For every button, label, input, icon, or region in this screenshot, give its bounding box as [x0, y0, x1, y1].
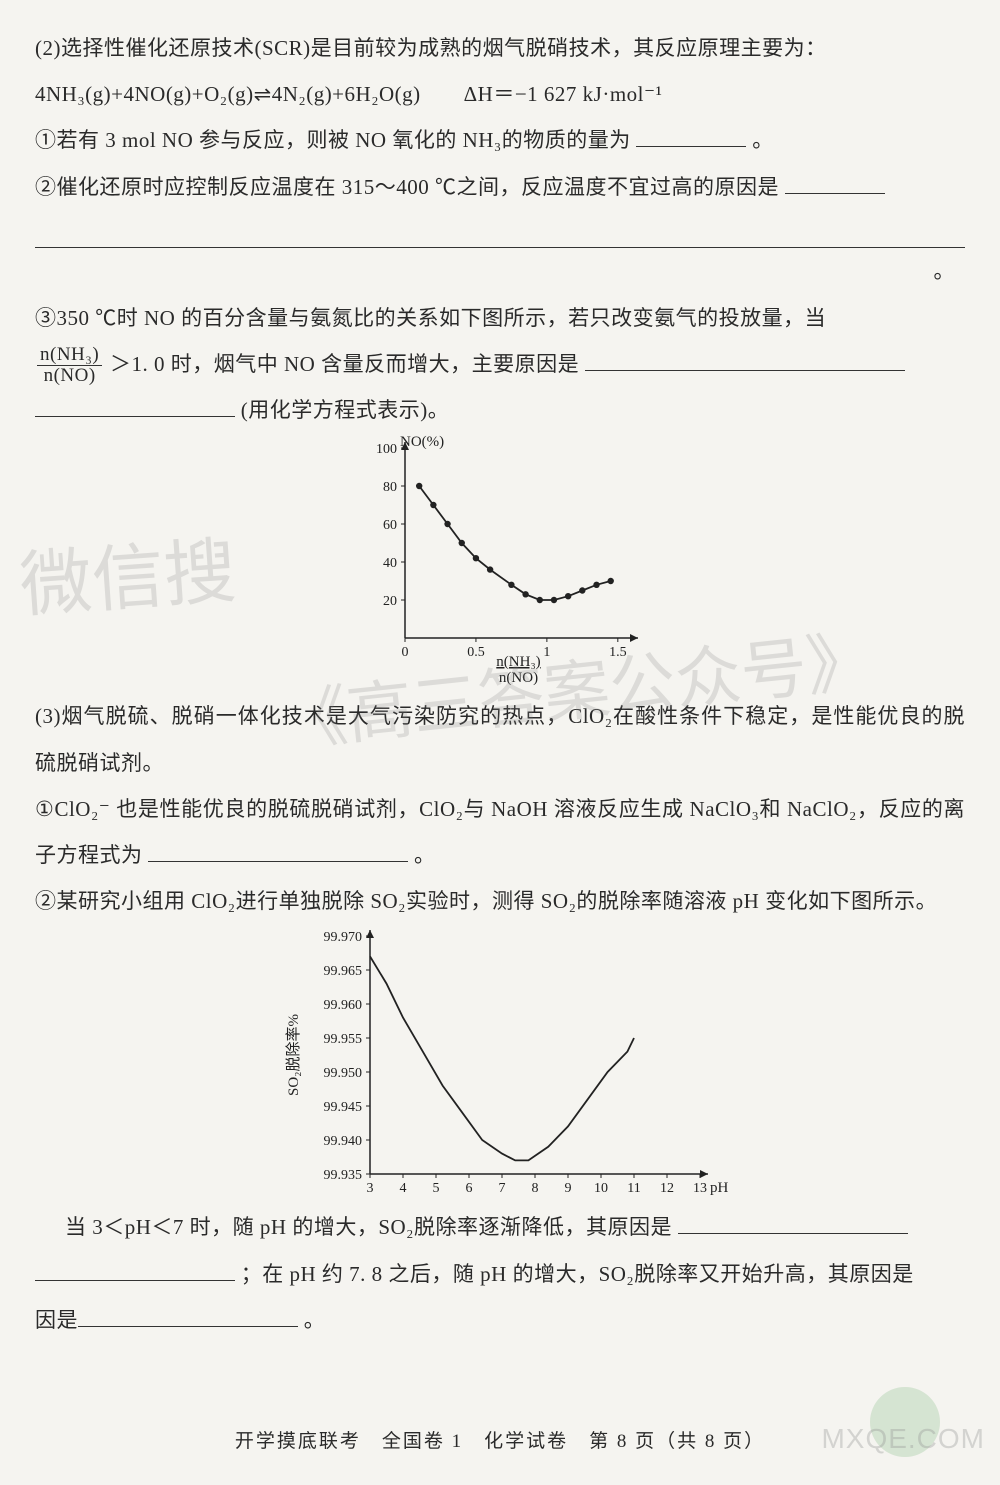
svg-text:99.945: 99.945: [324, 1100, 363, 1115]
p2-equation: 4NH₃(g)+4NO(g)+O₂(g)⇌4N₂(g)+6H₂O(g) ΔH＝−…: [35, 71, 965, 117]
blank: [78, 1305, 298, 1327]
svg-text:8: 8: [532, 1181, 539, 1196]
svg-text:NO(%): NO(%): [400, 434, 444, 450]
svg-text:1: 1: [543, 645, 550, 660]
question-3-2b-line2: ；在 pH 约 7. 8 之后，随 pH 的增大，SO₂脱除率又开始升高，其原因…: [35, 1251, 965, 1297]
svg-text:0.5: 0.5: [467, 645, 485, 660]
blank-line: [35, 214, 965, 249]
question-3-2: ②某研究小组用 ClO₂进行单独脱除 SO₂实验时，测得 SO₂的脱除率随溶液 …: [35, 878, 965, 924]
question-2-3-line1: ③350 ℃时 NO 的百分含量与氨氮比的关系如下图所示，若只改变氨气的投放量，…: [35, 295, 965, 341]
fraction-den: n(NO): [37, 365, 102, 387]
svg-text:SO₂脱除率%: SO₂脱除率%: [285, 1014, 302, 1096]
svg-text:40: 40: [383, 556, 397, 571]
question-2-1: ①若有 3 mol NO 参与反应，则被 NO 氧化的 NH₃的物质的量为 。: [35, 117, 965, 163]
svg-text:13: 13: [693, 1181, 707, 1196]
svg-text:99.955: 99.955: [324, 1032, 363, 1047]
svg-text:99.970: 99.970: [324, 930, 363, 945]
fraction-num: n(NH₃): [37, 345, 102, 366]
svg-text:n(NO): n(NO): [499, 670, 538, 686]
svg-text:11: 11: [627, 1181, 640, 1196]
question-2-2: ②催化还原时应控制反应温度在 315～400 ℃之间，反应温度不宜过高的原因是: [35, 164, 965, 210]
blank: [35, 395, 235, 417]
q3-1-period: 。: [414, 843, 436, 867]
svg-text:1.5: 1.5: [609, 645, 627, 660]
svg-text:3: 3: [367, 1181, 374, 1196]
question-2-3-line3: (用化学方程式表示)。: [35, 387, 965, 433]
svg-text:100: 100: [376, 442, 397, 457]
svg-text:99.965: 99.965: [324, 964, 363, 979]
fraction: n(NH₃) n(NO): [37, 345, 102, 388]
q2-1-text: ①若有 3 mol NO 参与反应，则被 NO 氧化的 NH₃的物质的量为: [35, 128, 631, 152]
line-period: 。: [35, 248, 965, 294]
blank: [148, 840, 408, 862]
question-3-1: ①ClO₂⁻ 也是性能优良的脱硫脱硝试剂，ClO₂与 NaOH 溶液反应生成 N…: [35, 786, 965, 878]
blank: [585, 349, 905, 371]
watermark-corner: MXQE.COM: [821, 1408, 985, 1470]
svg-text:6: 6: [466, 1181, 473, 1196]
svg-text:pH: pH: [710, 1180, 729, 1196]
q3-2b-c: 。: [304, 1308, 326, 1332]
q2-3-text: ＞1. 0 时，烟气中 NO 含量反而增大，主要原因是: [110, 352, 579, 376]
svg-text:10: 10: [594, 1181, 608, 1196]
svg-text:7: 7: [499, 1181, 506, 1196]
q3-2b-a: 当 3＜pH＜7 时，随 pH 的增大，SO₂脱除率逐渐降低，其原因是: [65, 1215, 672, 1239]
question-2-3-line2: n(NH₃) n(NO) ＞1. 0 时，烟气中 NO 含量反而增大，主要原因是: [35, 341, 965, 388]
svg-text:n(NH₃): n(NH₃): [496, 654, 540, 670]
svg-text:60: 60: [383, 518, 397, 533]
svg-text:99.960: 99.960: [324, 998, 363, 1013]
q3-2b-b: ；在 pH 约 7. 8 之后，随 pH 的增大，SO₂脱除率又开始升高，其原因…: [241, 1262, 914, 1286]
blank: [678, 1212, 908, 1234]
chart-2: 99.935 99.940 99.945 99.950 99.955 99.960 99.9…: [270, 924, 730, 1204]
svg-text:12: 12: [660, 1181, 674, 1196]
q2-1-period: 。: [752, 128, 774, 152]
blank: [636, 125, 746, 147]
svg-text:0: 0: [402, 645, 409, 660]
chart-2-wrap: 99.935 99.940 99.945 99.950 99.955 99.960 99.9…: [35, 924, 965, 1204]
svg-text:80: 80: [383, 480, 397, 495]
p2-intro: (2)选择性催化还原技术(SCR)是目前较为成熟的烟气脱硝技术，其反应原理主要为…: [35, 25, 965, 71]
p3-intro: (3)烟气脱硫、脱硝一体化技术是大气污染防究的热点，ClO₂在酸性条件下稳定，是…: [35, 693, 965, 785]
svg-text:9: 9: [565, 1181, 572, 1196]
blank: [785, 172, 885, 194]
svg-text:5: 5: [433, 1181, 440, 1196]
q2-3-tail: (用化学方程式表示)。: [241, 398, 450, 422]
svg-text:20: 20: [383, 594, 397, 609]
chart-1-wrap: 20 40 60 80 100 0 0.5 1 1.5 NO(%) n(NH₃)n(NO): [35, 433, 965, 693]
question-3-2b-line3: 因是 。: [35, 1297, 965, 1343]
svg-text:99.950: 99.950: [324, 1066, 363, 1081]
blank: [35, 1259, 235, 1281]
question-3-2b: 当 3＜pH＜7 时，随 pH 的增大，SO₂脱除率逐渐降低，其原因是: [65, 1204, 965, 1250]
svg-text:99.940: 99.940: [324, 1134, 363, 1149]
chart-1: 20 40 60 80 100 0 0.5 1 1.5 NO(%) n(NH₃)n(NO): [350, 433, 650, 693]
svg-text:99.935: 99.935: [324, 1168, 363, 1183]
q2-2-text: ②催化还原时应控制反应温度在 315～400 ℃之间，反应温度不宜过高的原因是: [35, 175, 779, 199]
svg-text:4: 4: [400, 1181, 407, 1196]
